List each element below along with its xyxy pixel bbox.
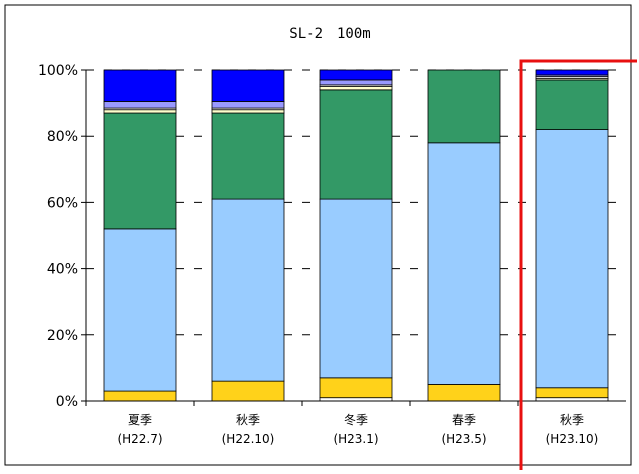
axes [81, 69, 626, 406]
bar-segment [211, 109, 285, 114]
bar-segment [319, 79, 393, 86]
bar-segment [535, 69, 609, 76]
bar-segment [319, 86, 393, 91]
y-tick-label: 20% [47, 328, 78, 344]
chart-title: SL-2 100m [289, 26, 370, 42]
bar-segment [103, 112, 177, 230]
bar-segment [103, 390, 177, 402]
y-tick-label: 40% [47, 262, 78, 278]
bar-segment [103, 69, 177, 102]
y-tick-label: 0% [56, 394, 78, 410]
y-tick-label: 100% [38, 63, 78, 79]
bar-segment [319, 89, 393, 200]
x-category-season: 秋季 [236, 413, 260, 427]
bars [103, 69, 609, 402]
bar-segment [211, 69, 285, 102]
x-category-period: (H22.10) [222, 432, 275, 446]
bar-segment [103, 109, 177, 114]
bar-segment [211, 101, 285, 109]
x-category-period: (H23.1) [333, 432, 378, 446]
bar-segment [319, 69, 393, 81]
bar-segment [211, 112, 285, 200]
bar-segment [319, 377, 393, 399]
bar-segment [319, 198, 393, 379]
highlight-box [519, 59, 637, 470]
bar-segment [535, 79, 609, 130]
x-category-season: 秋季 [560, 413, 584, 427]
x-category-period: (H23.10) [546, 432, 599, 446]
bar-segment [211, 380, 285, 402]
bar-segment [427, 69, 501, 144]
x-category-season: 冬季 [344, 412, 368, 427]
x-category-season: 夏季 [128, 413, 152, 427]
bar-segment [103, 228, 177, 392]
bar-segment [427, 142, 501, 385]
highlight-frame [519, 59, 637, 470]
bar-segment [103, 101, 177, 109]
x-category-season: 春季 [452, 413, 476, 427]
bar-segment [211, 198, 285, 382]
y-tick-label: 60% [47, 195, 78, 211]
bar-segment [427, 384, 501, 402]
x-category-period: (H23.5) [441, 432, 486, 446]
labels: 0% 20% 40% 60% 80% 100% 夏季 (H22.7) 秋季 (H22.10) 冬季 (… [38, 63, 598, 446]
y-tick-label: 80% [47, 129, 78, 145]
x-category-period: (H22.7) [117, 432, 162, 446]
bar-segment [535, 129, 609, 389]
bar-segment [535, 387, 609, 399]
